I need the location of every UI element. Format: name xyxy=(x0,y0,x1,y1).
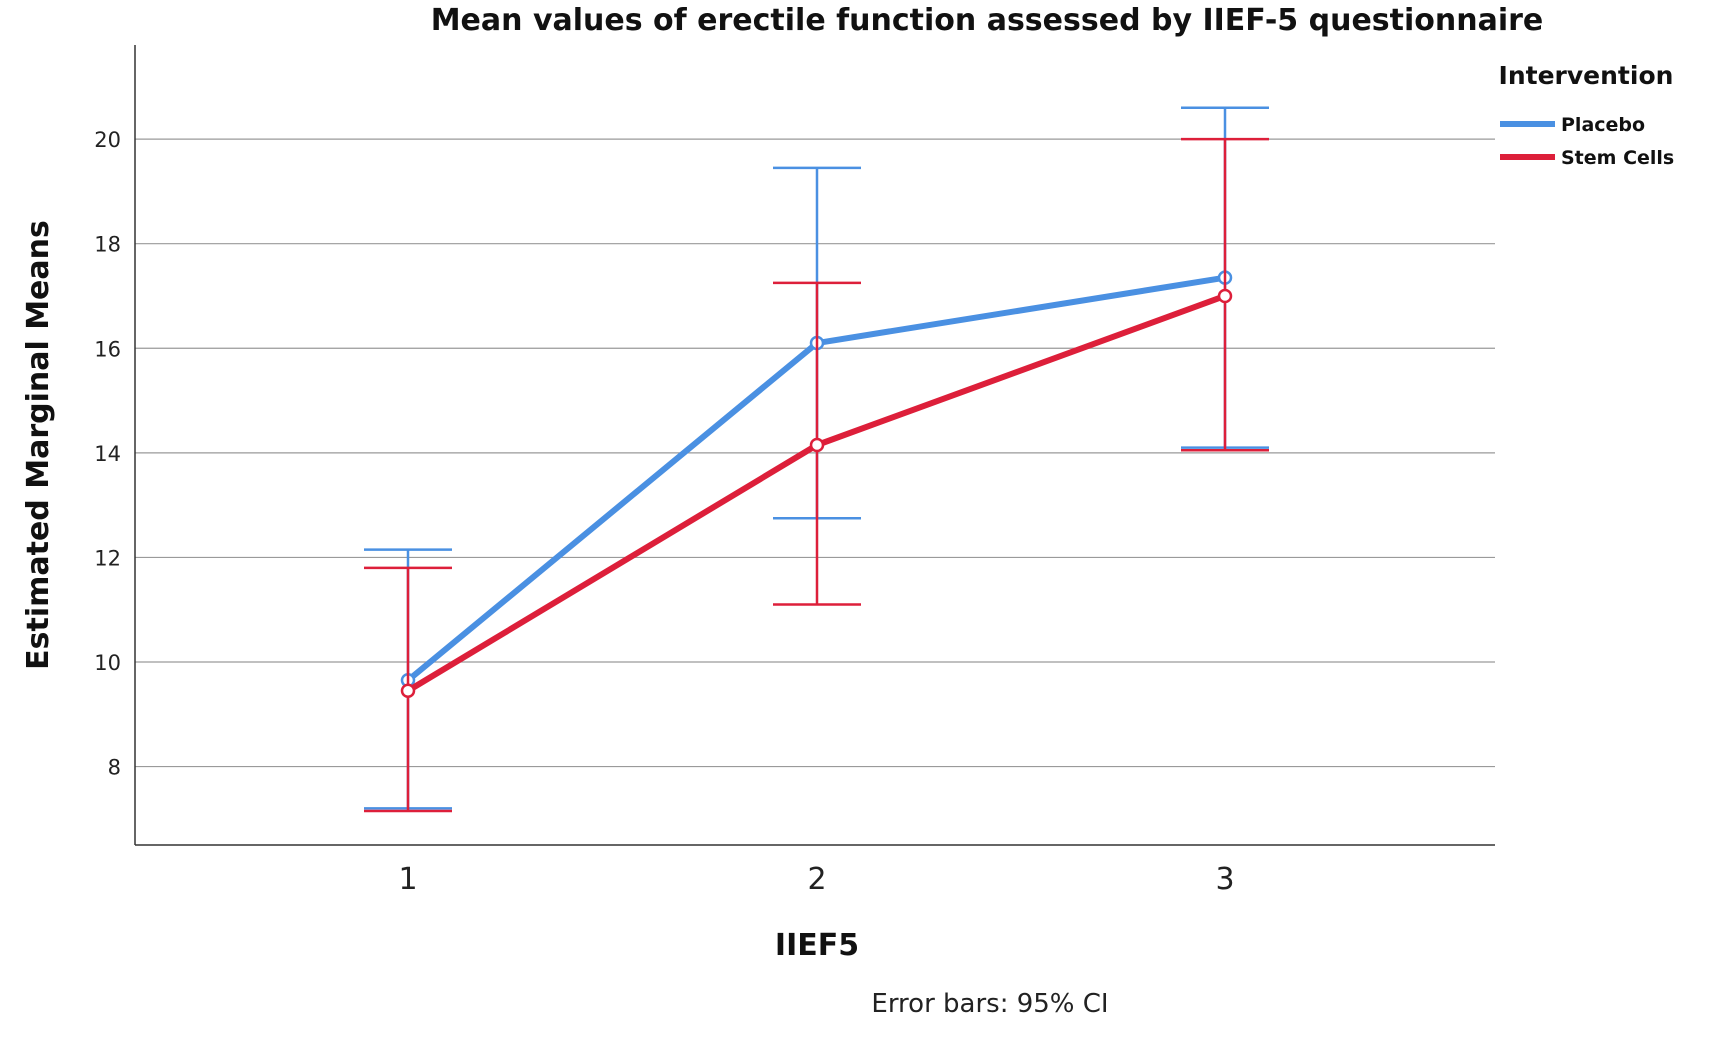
gridlines xyxy=(135,138,1495,768)
legend-label-placebo: Placebo xyxy=(1561,114,1645,136)
legend-label-stem-cells: Stem Cells xyxy=(1561,147,1674,169)
y-tick-label: 8 xyxy=(108,756,121,780)
y-tick-label: 14 xyxy=(94,442,121,466)
data-point-stem-cells xyxy=(400,683,416,699)
y-tick-labels: 8 10 12 14 16 18 20 xyxy=(94,128,121,779)
x-axis-label: IIEF5 xyxy=(775,928,859,963)
legend: Intervention Placebo Stem Cells xyxy=(1499,61,1675,169)
x-tick-label: 3 xyxy=(1215,862,1234,897)
x-tick-label: 1 xyxy=(398,862,417,897)
legend-title: Intervention xyxy=(1499,61,1674,90)
y-tick-label: 16 xyxy=(94,337,121,361)
data-point-stem-cells xyxy=(1217,288,1233,304)
y-tick-label: 12 xyxy=(94,546,121,570)
x-tick-labels: 1 2 3 xyxy=(398,862,1234,897)
y-tick-label: 20 xyxy=(94,128,121,152)
series-stem-cells xyxy=(364,137,1269,813)
y-axis-label: Estimated Marginal Means xyxy=(21,220,56,670)
y-tick-label: 10 xyxy=(94,651,121,675)
chart-title: Mean values of erectile function assesse… xyxy=(431,3,1544,38)
data-point-stem-cells xyxy=(809,437,825,453)
x-tick-label: 2 xyxy=(807,862,826,897)
axes xyxy=(134,45,1495,846)
error-bars-footnote: Error bars: 95% CI xyxy=(871,989,1108,1019)
series xyxy=(364,106,1269,813)
y-tick-label: 18 xyxy=(94,233,121,257)
